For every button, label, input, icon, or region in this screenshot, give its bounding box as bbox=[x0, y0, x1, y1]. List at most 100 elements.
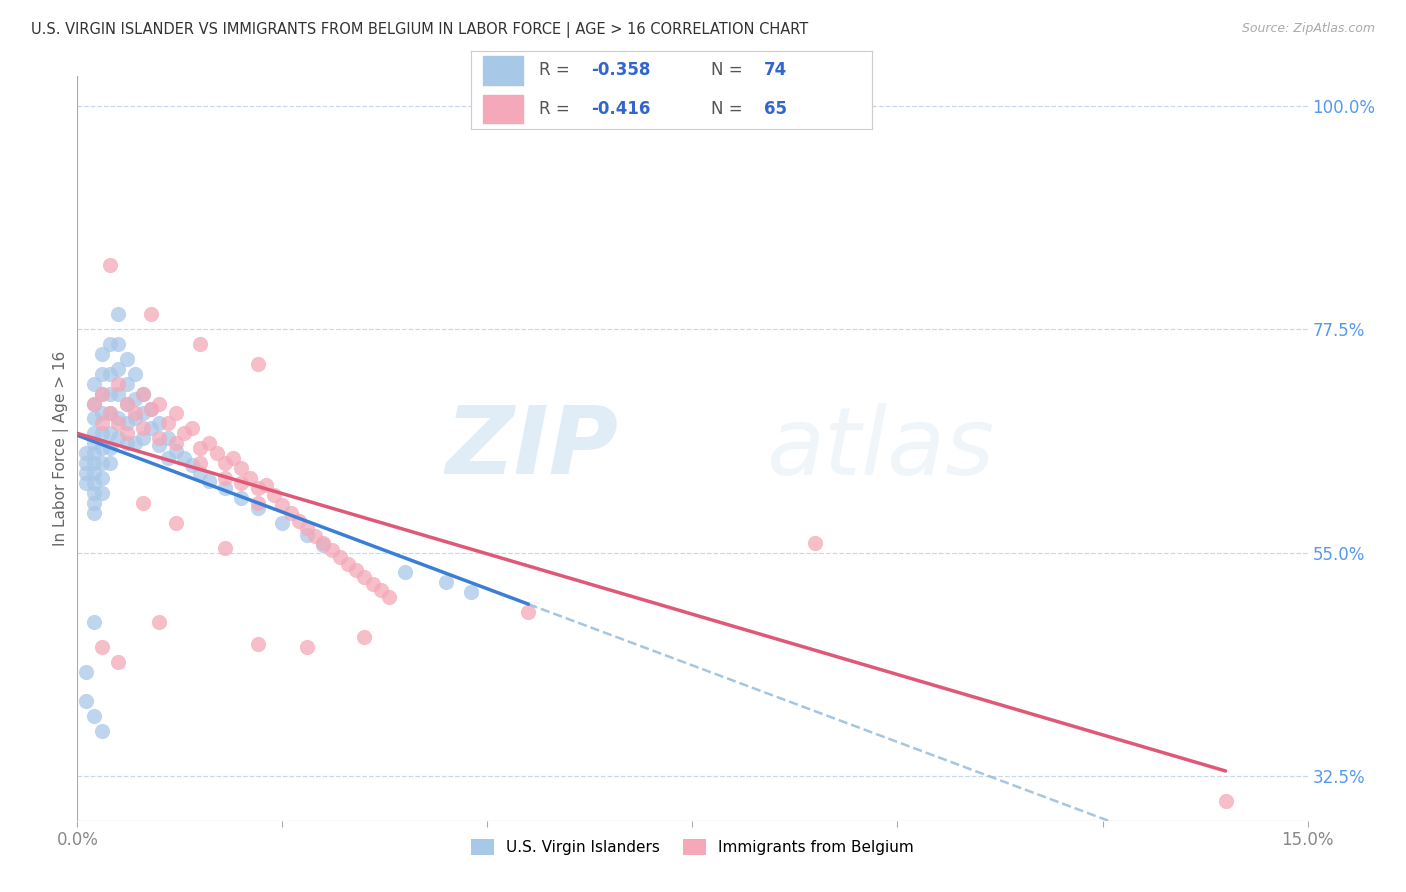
Point bbox=[90, 456, 114, 470]
Point bbox=[288, 514, 311, 528]
Point bbox=[83, 709, 105, 723]
Point bbox=[148, 615, 170, 629]
Text: N =: N = bbox=[711, 62, 748, 79]
Point bbox=[83, 446, 105, 460]
Text: R =: R = bbox=[538, 100, 575, 118]
Point bbox=[132, 496, 155, 510]
Point bbox=[107, 337, 129, 351]
Point bbox=[107, 361, 129, 376]
Point bbox=[115, 376, 138, 391]
Point bbox=[115, 396, 138, 410]
Bar bbox=[484, 56, 523, 85]
Point bbox=[353, 630, 375, 644]
Point bbox=[394, 566, 416, 580]
Point bbox=[188, 337, 212, 351]
Point bbox=[98, 426, 121, 441]
Point bbox=[83, 486, 105, 500]
Point bbox=[181, 421, 204, 435]
Point bbox=[214, 471, 236, 485]
Point bbox=[197, 436, 219, 450]
Point bbox=[75, 665, 97, 679]
Point bbox=[107, 376, 129, 391]
Point bbox=[98, 337, 121, 351]
Point bbox=[107, 417, 129, 431]
Point bbox=[115, 436, 138, 450]
Point bbox=[90, 367, 114, 381]
Point bbox=[132, 407, 155, 421]
Point bbox=[246, 357, 269, 371]
Text: -0.416: -0.416 bbox=[592, 100, 651, 118]
Point bbox=[83, 396, 105, 410]
Point bbox=[188, 442, 212, 456]
Point bbox=[263, 488, 285, 502]
Point bbox=[148, 417, 170, 431]
Bar bbox=[484, 95, 523, 123]
Point bbox=[271, 498, 294, 512]
Point bbox=[83, 376, 105, 391]
Point bbox=[90, 386, 114, 401]
Point bbox=[90, 640, 114, 654]
Point bbox=[98, 407, 121, 421]
Text: -0.358: -0.358 bbox=[592, 62, 651, 79]
Text: atlas: atlas bbox=[766, 402, 994, 494]
Point bbox=[280, 506, 302, 520]
Point bbox=[148, 396, 170, 410]
Point bbox=[378, 591, 401, 605]
Point bbox=[115, 417, 138, 431]
Point bbox=[246, 481, 269, 495]
Point bbox=[156, 451, 179, 466]
Point bbox=[132, 386, 155, 401]
Point bbox=[231, 461, 253, 475]
Point bbox=[98, 367, 121, 381]
Point bbox=[83, 436, 105, 450]
Point bbox=[124, 436, 146, 450]
Text: ZIP: ZIP bbox=[446, 402, 619, 494]
Point bbox=[436, 575, 458, 590]
Point bbox=[222, 451, 245, 466]
Point bbox=[188, 466, 212, 480]
Text: 65: 65 bbox=[763, 100, 786, 118]
Point bbox=[231, 475, 253, 490]
Point bbox=[165, 436, 187, 450]
Point bbox=[90, 471, 114, 485]
Point bbox=[75, 694, 97, 708]
Point bbox=[124, 407, 146, 421]
Point bbox=[90, 347, 114, 361]
Point bbox=[141, 307, 163, 321]
Point bbox=[304, 528, 326, 542]
Point bbox=[83, 615, 105, 629]
Point bbox=[312, 537, 335, 551]
Point bbox=[1215, 794, 1237, 808]
Point bbox=[83, 466, 105, 480]
Point bbox=[804, 535, 827, 549]
Point bbox=[98, 258, 121, 272]
Point bbox=[75, 456, 97, 470]
Text: N =: N = bbox=[711, 100, 748, 118]
Point bbox=[90, 442, 114, 456]
Point bbox=[83, 426, 105, 441]
Point bbox=[173, 426, 195, 441]
Point bbox=[90, 426, 114, 441]
Point bbox=[115, 351, 138, 366]
Point bbox=[83, 456, 105, 470]
Point bbox=[329, 550, 352, 565]
Point bbox=[132, 431, 155, 445]
Point bbox=[75, 466, 97, 480]
Point bbox=[75, 475, 97, 490]
Point bbox=[271, 516, 294, 530]
Text: R =: R = bbox=[538, 62, 575, 79]
Point bbox=[517, 605, 540, 619]
Point bbox=[98, 407, 121, 421]
Point bbox=[214, 456, 236, 470]
Point bbox=[312, 535, 335, 549]
Text: U.S. VIRGIN ISLANDER VS IMMIGRANTS FROM BELGIUM IN LABOR FORCE | AGE > 16 CORREL: U.S. VIRGIN ISLANDER VS IMMIGRANTS FROM … bbox=[31, 22, 808, 38]
Point bbox=[115, 396, 138, 410]
Text: 74: 74 bbox=[763, 62, 787, 79]
Point bbox=[197, 474, 219, 488]
Point bbox=[141, 401, 163, 416]
Point bbox=[124, 367, 146, 381]
Legend: U.S. Virgin Islanders, Immigrants from Belgium: U.S. Virgin Islanders, Immigrants from B… bbox=[465, 833, 920, 862]
Point bbox=[246, 496, 269, 510]
Point bbox=[165, 407, 187, 421]
Point bbox=[156, 431, 179, 445]
